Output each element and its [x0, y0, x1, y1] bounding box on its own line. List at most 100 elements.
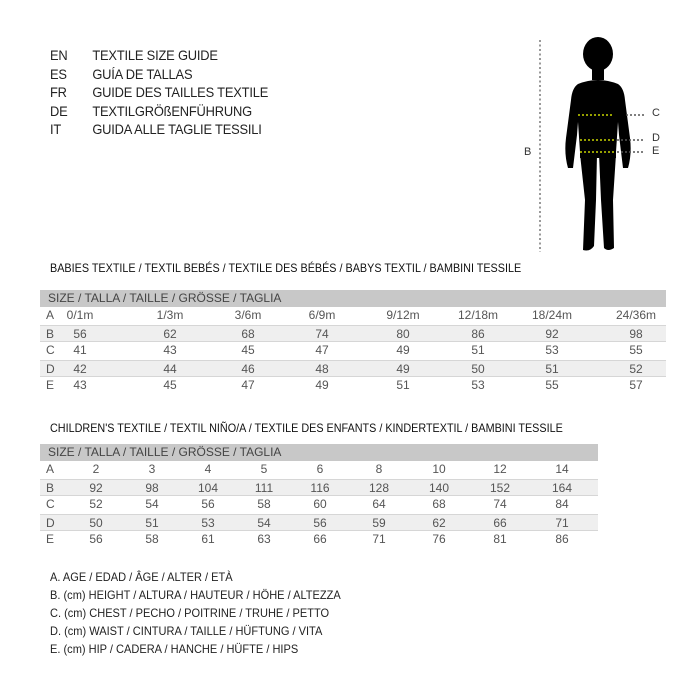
table-cell: 10 [432, 462, 446, 476]
table-cell: 45 [241, 343, 255, 357]
table-cell: 74 [493, 497, 507, 511]
lang-title: GUIDE DES TAILLES TEXTILE [92, 84, 269, 100]
table-cell: 43 [73, 378, 87, 392]
hip-label: E [652, 145, 660, 157]
table-cell: 98 [145, 480, 159, 495]
table-cell: 50 [89, 515, 103, 530]
table-cell: 56 [313, 515, 327, 530]
table-row: A 2 3 4 5 6 8 10 12 14 [40, 461, 598, 479]
table-cell: 86 [471, 326, 485, 341]
lang-title: GUIDA ALLE TAGLIE TESSILI [92, 121, 262, 137]
table-cell: 68 [241, 326, 255, 341]
table-cell: 81 [493, 532, 507, 546]
table-cell: 41 [73, 343, 87, 357]
table-cell: 18/24m [531, 308, 573, 322]
table-cell: 68 [432, 497, 446, 511]
legend-item: C. (cm) CHEST / PECHO / POITRINE / TRUHE… [50, 606, 330, 620]
table-cell: 54 [257, 515, 271, 530]
table-row: B 56 62 68 74 80 86 92 98 [40, 324, 666, 342]
table-cell: 50 [471, 361, 485, 376]
table-cell: 86 [555, 532, 569, 546]
table-cell: 6 [316, 462, 324, 476]
table-cell: 92 [545, 326, 559, 341]
table-row: D 42 44 46 48 49 50 51 52 [40, 359, 666, 377]
table-header: SIZE / TALLA / TAILLE / GRÖSSE / TAGLIA [40, 444, 598, 461]
title-en: EN TEXTILE SIZE GUIDE [50, 47, 218, 63]
title-fr: FR GUIDE DES TAILLES TEXTILE [50, 84, 268, 100]
table-cell: 47 [315, 343, 329, 357]
table-cell: 42 [73, 361, 87, 376]
lang-code: IT [50, 121, 62, 137]
table-cell: 52 [629, 361, 643, 376]
table-cell: 51 [471, 343, 485, 357]
legend-item: E. (cm) HIP / CADERA / HANCHE / HÜFTE / … [50, 642, 299, 656]
table-cell: 49 [315, 378, 329, 392]
child-silhouette-icon [539, 37, 644, 252]
table-cell: 62 [163, 326, 177, 341]
table-cell: 104 [197, 480, 219, 495]
table-cell: 66 [313, 532, 327, 546]
table-cell: 53 [471, 378, 485, 392]
legend-item: B. (cm) HEIGHT / ALTURA / HAUTEUR / HÖHE… [50, 588, 341, 602]
lang-code: FR [50, 84, 67, 100]
table-cell: 44 [163, 361, 177, 376]
table-cell: 61 [201, 532, 215, 546]
table-cell: 43 [163, 343, 177, 357]
table-row: C 52 54 56 58 60 64 68 74 84 [40, 496, 598, 514]
table-cell: 60 [313, 497, 327, 511]
row-label: B [46, 326, 55, 341]
table-cell: 2 [92, 462, 100, 476]
children-table-title: CHILDREN'S TEXTILE / TEXTIL NIÑO/A / TEX… [50, 421, 563, 435]
table-cell: 140 [428, 480, 450, 495]
table-cell: 116 [310, 480, 330, 495]
row-label: E [46, 532, 55, 546]
child-measurement-figure: B C D E [500, 30, 680, 260]
table-cell: 128 [368, 480, 390, 495]
table-cell: 5 [260, 462, 268, 476]
table-cell: 62 [432, 515, 446, 530]
lang-code: DE [50, 102, 68, 119]
table-cell: 3 [148, 462, 156, 476]
table-cell: 48 [315, 361, 329, 376]
height-label: B [524, 146, 532, 158]
table-cell: 58 [145, 532, 159, 546]
row-label: A [46, 462, 55, 476]
table-cell: 111 [254, 480, 274, 495]
table-cell: 80 [396, 326, 410, 341]
table-row: E 43 45 47 49 51 53 55 57 [40, 377, 666, 395]
table-cell: 47 [241, 378, 255, 392]
table-cell: 53 [201, 515, 215, 530]
table-cell: 71 [372, 532, 386, 546]
table-cell: 0/1m [66, 308, 94, 322]
table-cell: 9/12m [386, 308, 420, 322]
row-label: D [46, 515, 55, 530]
table-cell: 51 [396, 378, 410, 392]
table-cell: 71 [555, 515, 569, 530]
lang-title: GUÍA DE TALLAS [92, 65, 193, 82]
chest-label: C [652, 107, 660, 119]
table-row: D 50 51 53 54 56 59 62 66 71 [40, 513, 598, 531]
table-cell: 56 [73, 326, 87, 341]
table-cell: 76 [432, 532, 446, 546]
lang-title: TEXTILE SIZE GUIDE [92, 47, 218, 63]
row-label: C [46, 343, 55, 357]
table-cell: 55 [545, 378, 559, 392]
table-cell: 49 [396, 361, 410, 376]
table-cell: 12 [493, 462, 507, 476]
table-cell: 63 [257, 532, 271, 546]
table-cell: 54 [145, 497, 159, 511]
table-row: A 0/1m 1/3m 3/6m 6/9m 9/12m 12/18m 18/24m 24/36m [40, 307, 666, 325]
table-cell: 53 [545, 343, 559, 357]
waist-label: D [652, 132, 660, 144]
lang-title: TEXTILGRÖßENFÜHRUNG [92, 102, 252, 119]
table-cell: 64 [372, 497, 386, 511]
table-cell: 58 [257, 497, 271, 511]
table-cell: 164 [551, 480, 573, 495]
row-label: A [46, 308, 55, 322]
table-cell: 55 [629, 343, 643, 357]
legend-item: D. (cm) WAIST / CINTURA / TAILLE / HÜFTU… [50, 624, 323, 638]
title-de: DE TEXTILGRÖßENFÜHRUNG [50, 103, 252, 119]
table-cell: 1/3m [156, 308, 184, 322]
table-cell: 66 [493, 515, 507, 530]
table-cell: 59 [372, 515, 386, 530]
